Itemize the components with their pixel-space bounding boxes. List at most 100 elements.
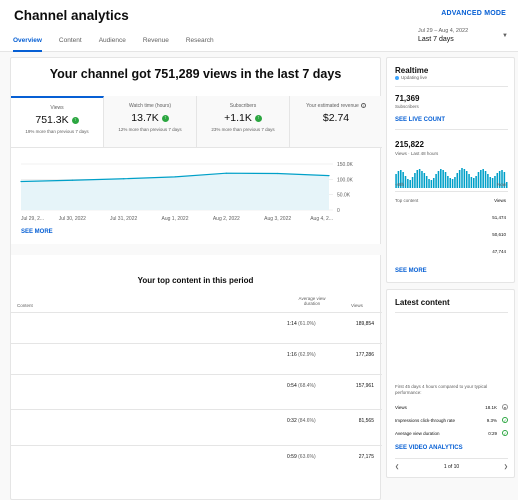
realtime-bar bbox=[400, 170, 402, 188]
metric-value: +1.1K bbox=[224, 112, 252, 124]
chevron-left-icon[interactable]: ❮ bbox=[395, 464, 400, 470]
y-tick-label: 50.0K bbox=[337, 193, 351, 199]
tab-revenue[interactable]: Revenue bbox=[142, 37, 169, 44]
realtime-bar bbox=[421, 171, 423, 188]
see-video-analytics-button[interactable]: SEE VIDEO ANALYTICS bbox=[395, 445, 463, 451]
x-tick-label: Jul 30, 2022 bbox=[59, 216, 86, 222]
realtime-bar bbox=[465, 171, 468, 188]
realtime-bar bbox=[505, 182, 508, 188]
realtime-bar bbox=[432, 178, 435, 188]
latest-metric-value: 0:29 bbox=[488, 431, 497, 436]
data-point bbox=[174, 176, 176, 178]
col-views: Views bbox=[351, 303, 363, 308]
x-tick-label: Aug 3, 2022 bbox=[264, 216, 291, 222]
data-point bbox=[123, 178, 125, 180]
realtime-bar bbox=[477, 172, 480, 188]
row-divider bbox=[11, 445, 382, 446]
realtime-subs-label: Subscribers bbox=[395, 104, 419, 109]
top-content-title: Your top content in this period bbox=[137, 276, 254, 285]
realtime-bar bbox=[503, 172, 506, 188]
data-point bbox=[20, 180, 22, 183]
realtime-bar bbox=[418, 169, 421, 188]
see-more-button[interactable]: SEE MORE bbox=[395, 268, 427, 274]
data-point bbox=[71, 179, 73, 181]
info-icon[interactable]: i bbox=[360, 103, 366, 109]
avg-duration-cell: 0:54 (68.4%) bbox=[287, 383, 316, 389]
tab-overview[interactable]: Overview bbox=[13, 37, 42, 52]
realtime-bar bbox=[407, 179, 409, 188]
realtime-bar bbox=[496, 173, 499, 188]
advanced-mode-button[interactable]: ADVANCED MODE bbox=[441, 10, 506, 17]
y-tick-label: 150.0K bbox=[337, 162, 354, 168]
realtime-bar bbox=[411, 177, 414, 188]
views-cell: 189,854 bbox=[355, 321, 374, 327]
realtime-bar bbox=[454, 177, 456, 188]
y-tick-label: 100.0K bbox=[337, 177, 354, 183]
caret-down-icon: ▼ bbox=[502, 33, 508, 39]
realtime-bar bbox=[425, 176, 428, 188]
axis-left-label: -48h bbox=[395, 182, 405, 187]
duration-percent: (62.9%) bbox=[296, 352, 316, 358]
views-area bbox=[21, 173, 329, 210]
realtime-bar bbox=[484, 171, 487, 188]
views-cell: 157,961 bbox=[355, 383, 374, 389]
x-tick-label: Aug 4, 2... bbox=[310, 216, 333, 222]
metric-views[interactable]: Views 751.3K ↑ 19% more than previous 7 d… bbox=[11, 96, 104, 147]
realtime-bar bbox=[444, 172, 447, 188]
realtime-bar bbox=[423, 173, 426, 188]
divider bbox=[395, 191, 508, 192]
row-divider bbox=[11, 312, 382, 313]
divider bbox=[395, 458, 508, 459]
x-tick-label: Aug 1, 2022 bbox=[162, 216, 189, 222]
duration-value: 0:54 bbox=[287, 383, 297, 389]
tab-audience[interactable]: Audience bbox=[98, 37, 126, 44]
page-header: Channel analytics ADVANCED MODE Overview… bbox=[0, 0, 518, 52]
metric-value: 13.7K bbox=[131, 112, 159, 124]
pager-text: 1 of 10 bbox=[443, 464, 460, 470]
realtime-bar bbox=[498, 171, 501, 188]
views-chart: 150.0K 100.0K 50.0K 0 Jul 29, 2... Jul 30, 20… bbox=[20, 162, 354, 222]
latest-content-description: First 45 days 4 hours compared to your t… bbox=[395, 384, 488, 395]
date-range-label: Last 7 days bbox=[418, 36, 454, 43]
realtime-bar bbox=[447, 176, 449, 188]
realtime-bar bbox=[428, 179, 430, 188]
realtime-bar bbox=[461, 168, 463, 188]
divider bbox=[395, 312, 508, 313]
realtime-bar bbox=[480, 170, 482, 188]
duration-percent: (68.4%) bbox=[296, 383, 316, 389]
realtime-bar bbox=[435, 174, 437, 188]
top-content-value: 51,474 bbox=[492, 215, 506, 220]
tab-content[interactable]: Content bbox=[58, 37, 82, 44]
data-point bbox=[225, 172, 227, 174]
col-content: Content bbox=[17, 303, 33, 308]
views-cell: 177,286 bbox=[355, 352, 374, 358]
metric-value: $2.74 bbox=[322, 112, 350, 124]
realtime-bar bbox=[402, 172, 404, 188]
date-range-selector[interactable]: Jul 29 – Aug 4, 2022 Last 7 days ▼ bbox=[418, 28, 508, 43]
realtime-views-label: Views · Last 48 hours bbox=[395, 151, 439, 156]
realtime-bar bbox=[470, 177, 473, 188]
metric-watch-time[interactable]: Watch time (hours) 13.7K ↑ 12% more than … bbox=[104, 96, 197, 147]
live-dot-icon bbox=[395, 75, 399, 80]
x-tick-label: Jul 31, 2022 bbox=[110, 216, 137, 222]
realtime-subs-value: 71,369 bbox=[395, 94, 420, 103]
duration-value: 1:14 bbox=[287, 321, 297, 327]
realtime-title: Realtime bbox=[395, 66, 429, 75]
tab-research[interactable]: Research bbox=[185, 37, 214, 44]
row-divider bbox=[11, 409, 382, 410]
up-arrow-icon: ↑ bbox=[71, 116, 79, 124]
latest-metric-value: 18.1K bbox=[485, 405, 497, 410]
metric-sub: 19% more than previous 7 days bbox=[25, 129, 89, 134]
check-icon: ✓ bbox=[502, 417, 508, 423]
see-live-count-button[interactable]: SEE LIVE COUNT bbox=[395, 117, 446, 123]
realtime-bar bbox=[475, 176, 477, 188]
see-more-button[interactable]: SEE MORE bbox=[21, 229, 53, 235]
realtime-bar bbox=[442, 170, 444, 188]
realtime-bar bbox=[414, 173, 416, 188]
top-content-value: 50,610 bbox=[492, 232, 506, 237]
metric-subscribers[interactable]: Subscribers +1.1K ↑ 23% more than previou… bbox=[197, 96, 290, 147]
metric-label: Subscribers bbox=[229, 103, 257, 109]
overview-headline: Your channel got 751,289 views in the la… bbox=[49, 67, 342, 81]
chevron-right-icon[interactable]: ❯ bbox=[503, 464, 508, 470]
metric-revenue[interactable]: Your estimated revenue i $2.74 bbox=[290, 96, 382, 147]
